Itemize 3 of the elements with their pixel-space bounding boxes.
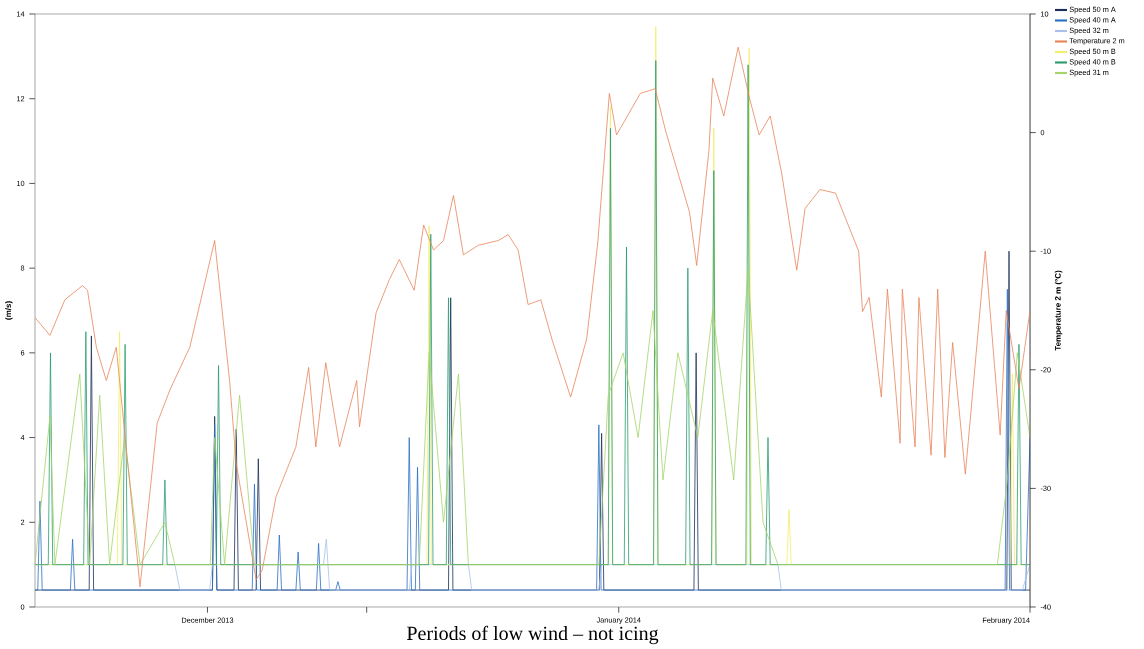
y2-axis-title: Temperature 2 m (°C) [1054, 270, 1063, 351]
text: Periods of low wind – not icing [407, 625, 659, 645]
y-axis-title: (m/s) [5, 301, 13, 320]
